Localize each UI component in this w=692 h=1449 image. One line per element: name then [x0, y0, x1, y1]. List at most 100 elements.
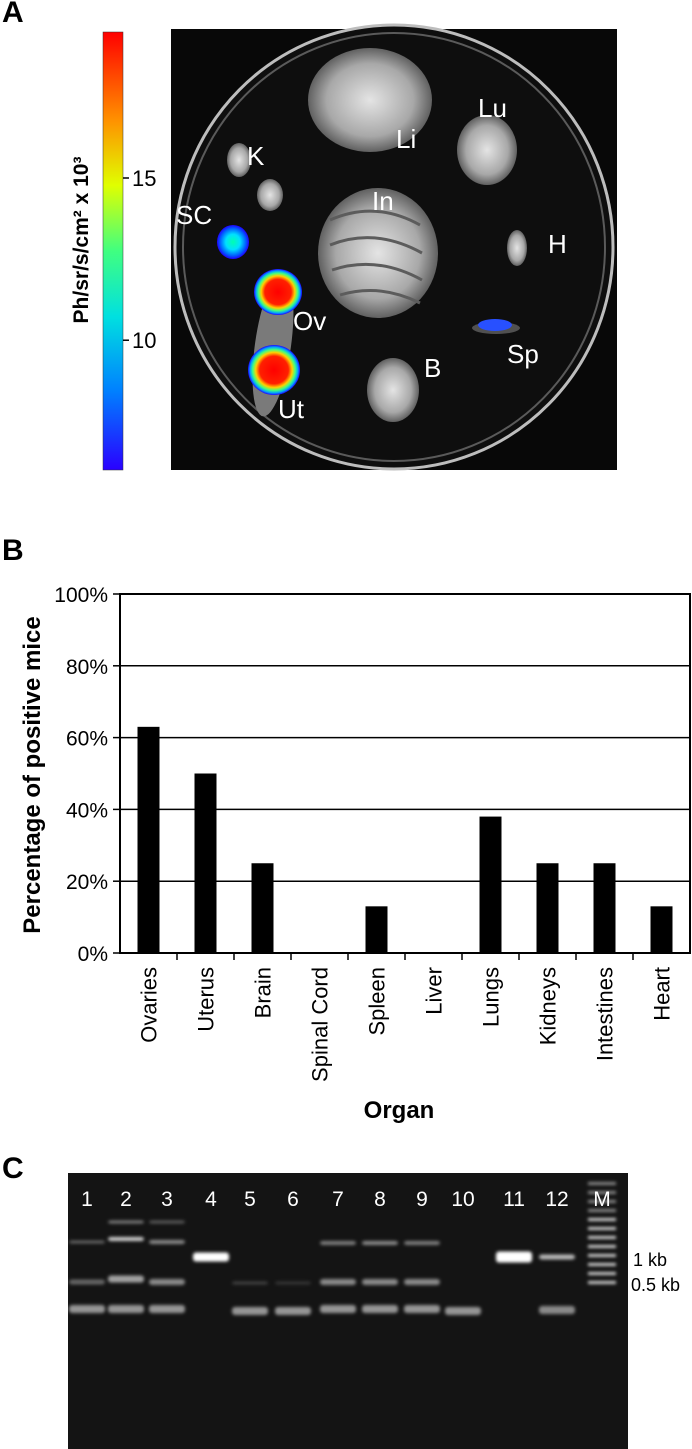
- ladder-band: [588, 1191, 616, 1194]
- organ-label: B: [424, 353, 441, 383]
- gel-lane-label: 4: [205, 1188, 217, 1211]
- gel-band: [496, 1251, 532, 1263]
- bar-lungs: [479, 816, 502, 953]
- gel-band: [320, 1241, 356, 1245]
- ladder-band: [588, 1227, 616, 1230]
- gel-band: [232, 1307, 268, 1315]
- ladder-band: [588, 1236, 616, 1239]
- gel-lane-label: 10: [451, 1188, 474, 1211]
- x-tick-label: Intestines: [593, 967, 618, 1061]
- ladder-band: [588, 1254, 616, 1257]
- gel-band: [275, 1307, 311, 1315]
- gel-lane-label: 7: [332, 1188, 344, 1211]
- bar-uterus: [194, 773, 217, 953]
- y-tick-label: 0%: [78, 943, 108, 966]
- organ-label: In: [372, 186, 394, 216]
- kidney-organ-2: [257, 179, 283, 211]
- bar-ovaries: [137, 726, 160, 953]
- gel-lane-label: 2: [120, 1188, 132, 1211]
- gel-lane-labels: 1 2 3 4 5 6 7 8 9 10 11 12 M: [81, 1188, 611, 1211]
- gel-lane-label: 6: [287, 1188, 299, 1211]
- liver-organ: [308, 48, 432, 152]
- ovary-signal: [254, 269, 302, 315]
- organ-label: Li: [396, 124, 416, 154]
- x-tick-label: Lungs: [479, 967, 504, 1027]
- gel-band: [149, 1305, 185, 1313]
- marker-0.5kb-label: 0.5 kb: [631, 1275, 680, 1295]
- colorbar-tick-label: 10: [132, 328, 156, 353]
- ladder-band: [588, 1272, 616, 1275]
- lungs-organ: [457, 115, 517, 185]
- gel-band: [320, 1279, 356, 1285]
- spinal-cord-signal: [217, 225, 249, 259]
- colorbar-tick-label: 15: [132, 166, 156, 191]
- x-tick-label: Heart: [650, 967, 675, 1021]
- gel-band: [404, 1279, 440, 1285]
- organ-label: Ut: [278, 394, 305, 424]
- x-tick-label: Brain: [251, 967, 276, 1018]
- gel-band: [232, 1281, 268, 1285]
- gel-band: [69, 1305, 105, 1313]
- gel-band: [404, 1305, 440, 1313]
- x-tick-label: Ovaries: [137, 967, 162, 1043]
- y-tick-label: 80%: [66, 656, 108, 679]
- x-axis-ticks: Ovaries Uterus Brain Spinal Cord Spleen Liver…: [137, 953, 675, 1082]
- gel-lane-label: 1: [81, 1188, 93, 1211]
- ladder-band: [588, 1281, 616, 1284]
- ladder-band: [588, 1263, 616, 1266]
- panel-b-bar-chart: 0% 20% 40% 60% 80% 100% Ovaries Uterus Brain Spi…: [19, 584, 691, 1124]
- heart-organ: [507, 230, 527, 266]
- gel-lane-label: 12: [545, 1188, 568, 1211]
- gel-band: [445, 1307, 481, 1315]
- panel-letter-c: C: [2, 1152, 24, 1185]
- gel-band: [69, 1240, 105, 1244]
- gel-band: [275, 1281, 311, 1285]
- bar-heart: [650, 906, 673, 953]
- organ-label: Lu: [478, 93, 507, 123]
- gel-band: [193, 1252, 229, 1262]
- y-tick-label: 20%: [66, 871, 108, 894]
- brain-organ: [367, 358, 419, 422]
- y-axis-label: Percentage of positive mice: [19, 616, 46, 933]
- organ-label: K: [247, 141, 265, 171]
- y-tick-label: 40%: [66, 799, 108, 822]
- gel-band: [108, 1237, 144, 1241]
- gel-band: [320, 1305, 356, 1313]
- chart-bars: [137, 726, 673, 953]
- gel-band: [149, 1279, 185, 1285]
- bar-spleen: [365, 906, 388, 953]
- gel-band: [539, 1306, 575, 1314]
- bar-intestines: [593, 863, 616, 953]
- gel-band: [108, 1275, 144, 1283]
- organ-label: H: [548, 229, 567, 259]
- colorbar-label: Ph/sr/s/cm² x 10³: [70, 157, 93, 324]
- marker-1kb-label: 1 kb: [633, 1250, 667, 1270]
- spleen-signal: [478, 319, 512, 331]
- gel-lane-label: 9: [416, 1188, 428, 1211]
- gel-band: [149, 1240, 185, 1244]
- y-tick-label: 100%: [54, 584, 108, 607]
- bar-brain: [251, 863, 274, 953]
- gel-band: [149, 1220, 185, 1224]
- panel-c-gel: 1 2 3 4 5 6 7 8 9 10 11 12 M 1 kb 0.5 kb: [68, 1173, 680, 1449]
- gel-bands: [69, 1182, 616, 1315]
- gel-band: [108, 1305, 144, 1313]
- kidney-organ-1: [227, 143, 251, 177]
- gel-lane-label: 11: [503, 1188, 525, 1211]
- x-axis-label: Organ: [364, 1097, 435, 1124]
- x-tick-label: Uterus: [194, 967, 219, 1032]
- petri-dish-inner-rim: [182, 32, 606, 462]
- y-axis-ticks: 0% 20% 40% 60% 80% 100%: [54, 584, 120, 966]
- gel-band: [69, 1279, 105, 1285]
- ladder-band: [588, 1245, 616, 1248]
- gel-band: [108, 1220, 144, 1224]
- gel-lane-label: 8: [374, 1188, 386, 1211]
- x-tick-label: Spleen: [365, 967, 390, 1036]
- organ-label: SC: [176, 200, 212, 230]
- bar-kidneys: [536, 863, 559, 953]
- ladder-band: [588, 1182, 616, 1185]
- gel-lane-label: 3: [161, 1188, 173, 1211]
- uterus-signal: [248, 345, 300, 395]
